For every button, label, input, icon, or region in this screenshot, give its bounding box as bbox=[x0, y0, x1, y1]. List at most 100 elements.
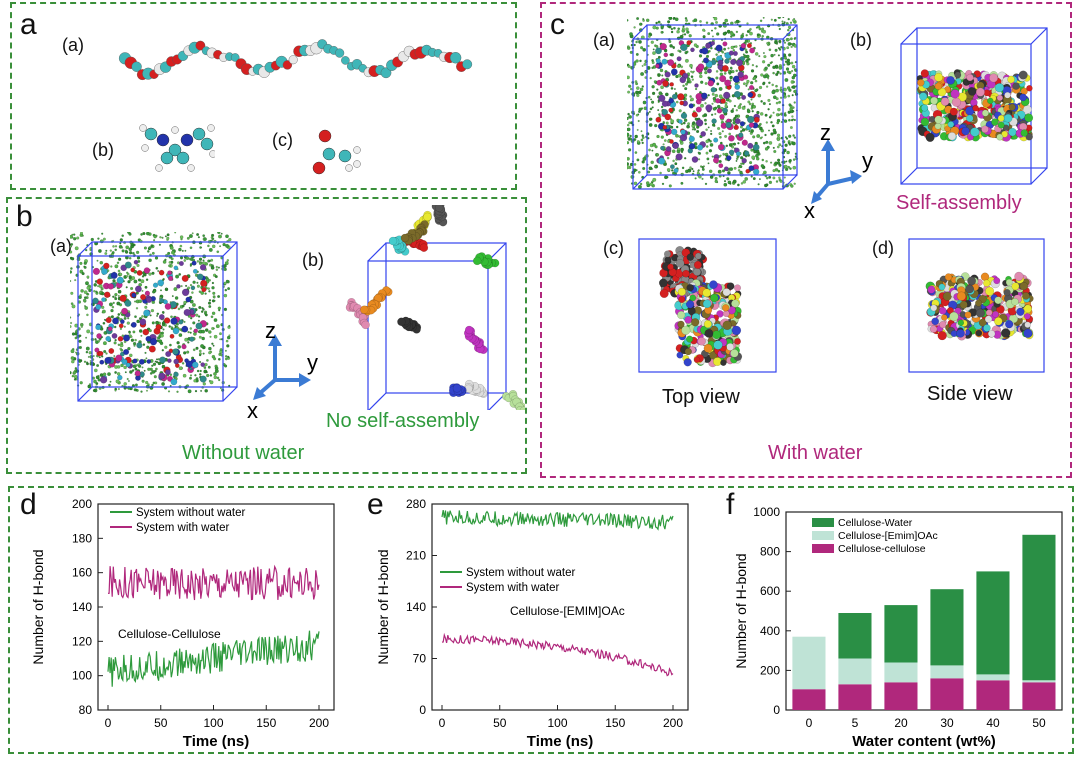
atom bbox=[186, 350, 190, 354]
atom bbox=[109, 380, 112, 383]
atom bbox=[738, 44, 742, 47]
atom bbox=[659, 288, 669, 299]
atom bbox=[629, 87, 633, 91]
atom bbox=[651, 59, 655, 62]
atom bbox=[729, 167, 734, 172]
atom bbox=[94, 347, 100, 353]
atom bbox=[668, 97, 675, 104]
atom bbox=[930, 96, 939, 105]
atom bbox=[97, 237, 100, 240]
atom bbox=[704, 328, 714, 338]
atom bbox=[689, 294, 697, 302]
atom bbox=[156, 314, 159, 317]
atom bbox=[127, 279, 131, 284]
atom bbox=[788, 88, 792, 92]
atom bbox=[671, 149, 676, 154]
atom bbox=[753, 116, 760, 123]
atom bbox=[722, 107, 729, 114]
atom bbox=[79, 293, 82, 297]
atom bbox=[920, 69, 929, 78]
atom bbox=[707, 32, 711, 36]
atom bbox=[642, 166, 646, 171]
atom bbox=[651, 149, 654, 152]
bar-3 bbox=[976, 571, 1010, 675]
atom bbox=[148, 328, 152, 333]
atom bbox=[746, 43, 752, 49]
atom bbox=[125, 245, 130, 250]
atom bbox=[701, 28, 706, 32]
atom bbox=[765, 176, 769, 180]
bar-2 bbox=[1022, 680, 1056, 683]
atom bbox=[125, 286, 128, 289]
x-axis-label: Time (ns) bbox=[527, 733, 593, 750]
atom bbox=[150, 244, 154, 248]
atom bbox=[149, 314, 152, 317]
atom bbox=[1025, 133, 1033, 141]
atom bbox=[187, 330, 190, 334]
atom bbox=[156, 336, 161, 340]
y-axis-label: Number of H-bond bbox=[30, 549, 46, 664]
atom bbox=[130, 338, 135, 342]
atom bbox=[711, 35, 714, 38]
atom bbox=[178, 247, 182, 252]
atom bbox=[686, 30, 690, 34]
atom bbox=[126, 272, 130, 276]
atom bbox=[83, 296, 87, 300]
atom bbox=[111, 332, 118, 339]
atom bbox=[787, 25, 792, 29]
box-front bbox=[900, 43, 1032, 185]
legend-label-1: System without water bbox=[466, 567, 575, 579]
atom bbox=[743, 105, 746, 108]
atom bbox=[627, 75, 630, 80]
box-edge bbox=[782, 24, 798, 40]
atom bbox=[648, 148, 651, 152]
side-view-image bbox=[908, 238, 1045, 373]
atom bbox=[768, 180, 773, 185]
atom bbox=[719, 114, 725, 120]
atom bbox=[338, 149, 352, 163]
atom bbox=[719, 75, 727, 83]
atom bbox=[208, 247, 213, 252]
atom bbox=[735, 109, 739, 112]
atom bbox=[209, 335, 212, 338]
atom bbox=[171, 126, 179, 134]
atom bbox=[189, 327, 193, 330]
atom bbox=[751, 63, 755, 67]
atom bbox=[1024, 321, 1031, 329]
atom bbox=[641, 141, 644, 145]
atom bbox=[737, 71, 744, 78]
atom bbox=[99, 260, 104, 265]
atom bbox=[735, 157, 739, 161]
atom bbox=[178, 260, 184, 267]
atom bbox=[760, 73, 764, 77]
atom bbox=[158, 243, 162, 246]
atom bbox=[710, 113, 714, 117]
atom bbox=[729, 31, 734, 36]
atom bbox=[70, 267, 73, 270]
atom bbox=[700, 131, 707, 137]
atom bbox=[782, 17, 785, 19]
atom bbox=[139, 124, 147, 132]
atom bbox=[723, 47, 727, 51]
atom bbox=[734, 20, 738, 24]
atom bbox=[107, 283, 115, 290]
atom bbox=[684, 86, 688, 91]
atom bbox=[159, 356, 167, 364]
axis-z-label-c: z bbox=[820, 120, 831, 145]
atom bbox=[672, 45, 676, 49]
atom bbox=[975, 299, 983, 307]
atom bbox=[741, 139, 748, 146]
atom bbox=[71, 233, 74, 236]
y-tick-label: 600 bbox=[760, 584, 780, 598]
atom bbox=[169, 245, 174, 250]
atom bbox=[917, 78, 925, 87]
bar-1 bbox=[838, 684, 872, 710]
atom bbox=[193, 379, 197, 383]
atom bbox=[636, 140, 640, 144]
self-assembly-label: Self-assembly bbox=[896, 192, 1022, 214]
panel-b-sub-b: (b) bbox=[302, 250, 324, 270]
simulation-box-frame bbox=[77, 241, 238, 402]
atom bbox=[228, 324, 231, 327]
atom bbox=[178, 272, 182, 276]
atom bbox=[954, 71, 962, 79]
